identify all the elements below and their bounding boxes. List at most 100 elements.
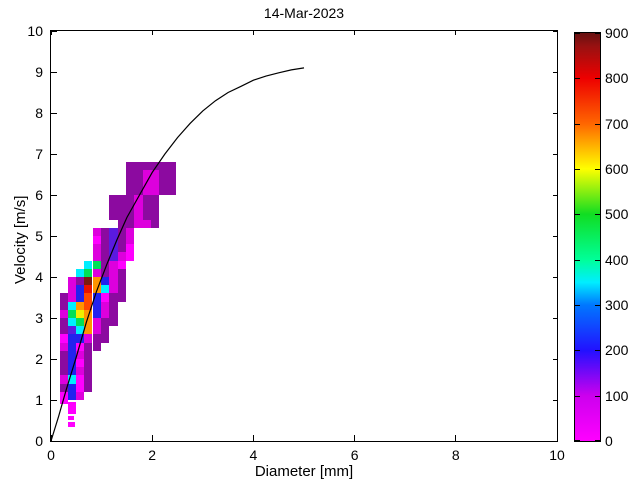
heatmap-cell — [101, 285, 110, 294]
x-tick — [455, 435, 457, 441]
y-tick-right — [553, 358, 557, 360]
y-tick-label: 2 — [35, 351, 43, 367]
heatmap-cell — [67, 309, 77, 318]
heatmap-cell — [92, 326, 102, 335]
colorbar-tick-right — [595, 305, 600, 306]
heatmap-cell — [67, 375, 77, 384]
y-tick-right — [553, 317, 557, 319]
heatmap-cell — [84, 383, 93, 392]
colorbar-tick-right — [595, 78, 600, 80]
heatmap-cell — [92, 334, 102, 343]
colorbar-tick-right — [595, 33, 600, 34]
heatmap-cell — [159, 186, 168, 195]
plot-area — [50, 30, 558, 442]
y-tick-label: 0 — [35, 433, 43, 449]
heatmap-cell — [76, 277, 85, 286]
heatmap-cell — [76, 285, 85, 294]
heatmap-cell — [101, 293, 110, 302]
heatmap-cell — [76, 342, 85, 351]
colorbar-tick — [575, 350, 580, 352]
heatmap-cell — [101, 244, 110, 253]
heatmap-cell — [67, 383, 77, 392]
heatmap-cell — [84, 260, 93, 269]
heatmap-cell — [150, 211, 160, 220]
y-tick — [51, 440, 57, 442]
heatmap-cell — [76, 268, 85, 277]
heatmap-cell — [68, 421, 75, 427]
x-tick-top — [252, 31, 254, 35]
heatmap-cell — [117, 236, 126, 245]
heatmap-cell — [125, 252, 134, 261]
colorbar-tick-right — [595, 214, 600, 216]
x-tick — [252, 435, 254, 441]
heatmap-cell — [142, 195, 151, 204]
x-tick-label: 8 — [451, 447, 460, 463]
heatmap-cell — [101, 252, 110, 261]
heatmap-cell — [59, 391, 68, 400]
x-axis-label: Diameter [mm] — [254, 463, 354, 480]
colorbar-tick-label: 100 — [605, 387, 629, 404]
heatmap-cell — [59, 342, 68, 351]
heatmap-cell — [125, 162, 134, 171]
heatmap-cell — [101, 326, 110, 335]
heatmap-cell — [150, 219, 160, 228]
colorbar-tick-label: 800 — [605, 70, 629, 87]
y-tick-label: 3 — [35, 310, 43, 326]
heatmap-cell — [92, 318, 102, 327]
heatmap-cell — [101, 236, 110, 245]
heatmap-cell — [167, 162, 176, 171]
heatmap-cell — [67, 285, 77, 294]
y-tick-right — [553, 235, 557, 237]
heatmap-cell — [84, 326, 93, 335]
x-tick — [50, 435, 52, 441]
heatmap-cell — [117, 195, 126, 204]
heatmap-cell — [109, 260, 118, 269]
heatmap-cell — [117, 293, 126, 302]
heatmap-cell — [117, 244, 126, 253]
heatmap-cell — [150, 162, 160, 171]
heatmap-cell — [84, 293, 93, 302]
heatmap-cell — [159, 170, 168, 179]
heatmap-cell — [125, 178, 134, 187]
heatmap-cell — [125, 211, 134, 220]
heatmap-cell — [109, 318, 118, 327]
colorbar-tick — [575, 440, 580, 441]
x-tick-top — [50, 31, 52, 35]
colorbar-tick — [575, 305, 580, 306]
colorbar-tick-label: 300 — [605, 297, 629, 313]
heatmap-cell — [59, 367, 68, 376]
heatmap-cell — [59, 400, 68, 405]
heatmap-cell — [59, 334, 68, 343]
colorbar-tick-right — [595, 350, 600, 352]
heatmap-cell — [92, 244, 102, 253]
y-tick — [51, 235, 57, 237]
heatmap-cell — [134, 186, 143, 195]
heatmap-cell — [101, 334, 110, 343]
y-tick-right — [553, 399, 557, 401]
colorbar-tick-right — [595, 169, 600, 170]
heatmap-cell — [76, 309, 85, 318]
y-tick-label: 9 — [35, 64, 43, 80]
heatmap-cell — [159, 178, 168, 187]
y-tick — [51, 30, 57, 32]
x-tick-top — [556, 31, 558, 35]
heatmap-cell — [101, 227, 110, 236]
heatmap-cell — [101, 309, 110, 318]
heatmap-cell — [125, 244, 134, 253]
heatmap-cell — [84, 342, 93, 351]
y-tick-label: 5 — [35, 228, 43, 244]
x-tick-label: 4 — [249, 447, 258, 463]
heatmap-cell — [76, 334, 85, 343]
heatmap-cell — [67, 334, 77, 343]
heatmap-cell — [76, 293, 85, 302]
y-tick — [51, 276, 57, 278]
y-tick-label: 6 — [35, 187, 43, 203]
heatmap-cell — [59, 301, 68, 310]
heatmap-cell — [76, 367, 85, 376]
heatmap-cell — [142, 219, 151, 228]
heatmap-cell — [109, 252, 118, 261]
colorbar — [574, 32, 601, 442]
heatmap-cell — [134, 195, 143, 204]
raindrop-terminal-velocity-curve — [50, 67, 305, 442]
heatmap-cell — [150, 186, 160, 195]
